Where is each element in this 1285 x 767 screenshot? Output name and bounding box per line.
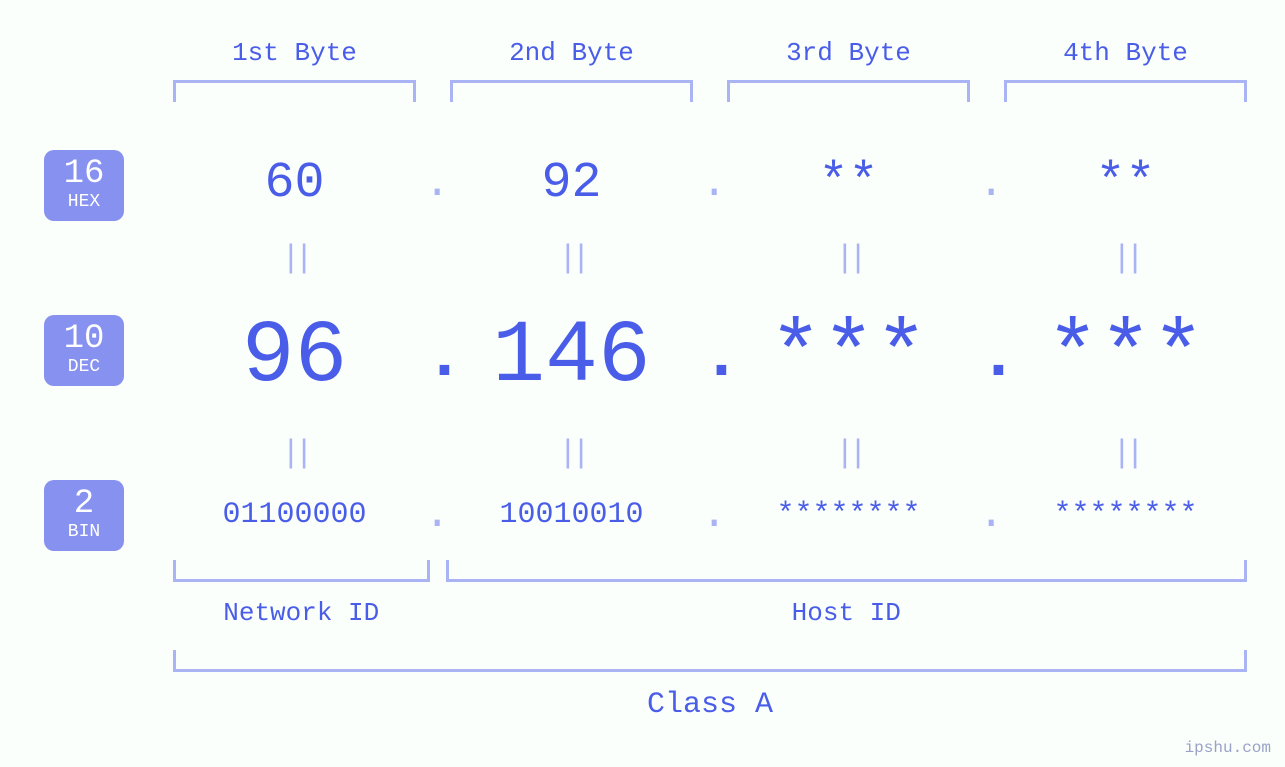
class-label: Class A (173, 688, 1247, 722)
bin-row: 01100000 . 10010010 . ******** . *******… (165, 490, 1255, 540)
hex-base: 16 (44, 156, 124, 193)
equals-icon: || (996, 435, 1255, 472)
dec-abbr: DEC (44, 358, 124, 378)
equals-icon: || (442, 435, 701, 472)
bracket-icon (450, 80, 693, 102)
hex-byte-4: ** (996, 155, 1255, 212)
host-id-label: Host ID (446, 598, 1248, 628)
class-row: Class A (165, 650, 1255, 722)
hex-row: 60 . 92 . ** . ** (165, 155, 1255, 212)
byte-header-1: 1st Byte (165, 38, 424, 68)
dec-base: 10 (44, 321, 124, 358)
dec-row: 96 . 146 . *** . *** (165, 308, 1255, 407)
bracket-icon (1004, 80, 1247, 102)
bin-base: 2 (44, 486, 124, 523)
equals-row-2: || || || || (165, 435, 1255, 472)
dot-sep: . (978, 159, 996, 209)
hex-byte-2: 92 (442, 155, 701, 212)
net-host-row: Network ID Host ID (165, 560, 1255, 628)
bin-byte-3: ******** (719, 498, 978, 532)
bracket-icon (446, 560, 1248, 582)
equals-icon: || (996, 240, 1255, 277)
equals-icon: || (165, 240, 424, 277)
watermark: ipshu.com (1185, 739, 1271, 757)
dot-sep: . (424, 159, 442, 209)
bin-byte-1: 01100000 (165, 498, 424, 532)
byte-header-4: 4th Byte (996, 38, 1255, 68)
equals-icon: || (442, 240, 701, 277)
dec-byte-2: 146 (442, 308, 701, 407)
bin-byte-2: 10010010 (442, 498, 701, 532)
equals-row-1: || || || || (165, 240, 1255, 277)
dot-sep: . (701, 319, 719, 396)
bin-byte-4: ******** (996, 498, 1255, 532)
dot-sep: . (701, 159, 719, 209)
dot-sep: . (978, 319, 996, 396)
hex-byte-1: 60 (165, 155, 424, 212)
hex-byte-3: ** (719, 155, 978, 212)
equals-icon: || (719, 240, 978, 277)
byte-header-2: 2nd Byte (442, 38, 701, 68)
network-id-label: Network ID (173, 598, 430, 628)
bracket-icon (173, 560, 430, 582)
top-brackets (165, 80, 1255, 102)
bin-abbr: BIN (44, 523, 124, 543)
hex-abbr: HEX (44, 193, 124, 213)
dec-byte-4: *** (996, 308, 1255, 407)
bracket-icon (173, 650, 1247, 672)
dot-sep: . (978, 490, 996, 540)
bracket-icon (173, 80, 416, 102)
equals-icon: || (719, 435, 978, 472)
dec-byte-1: 96 (165, 308, 424, 407)
bin-badge: 2 BIN (44, 480, 124, 551)
byte-headers: 1st Byte 2nd Byte 3rd Byte 4th Byte (165, 38, 1255, 68)
dot-sep: . (701, 490, 719, 540)
hex-badge: 16 HEX (44, 150, 124, 221)
dec-badge: 10 DEC (44, 315, 124, 386)
equals-icon: || (165, 435, 424, 472)
byte-header-3: 3rd Byte (719, 38, 978, 68)
dot-sep: . (424, 490, 442, 540)
dec-byte-3: *** (719, 308, 978, 407)
dot-sep: . (424, 319, 442, 396)
bracket-icon (727, 80, 970, 102)
